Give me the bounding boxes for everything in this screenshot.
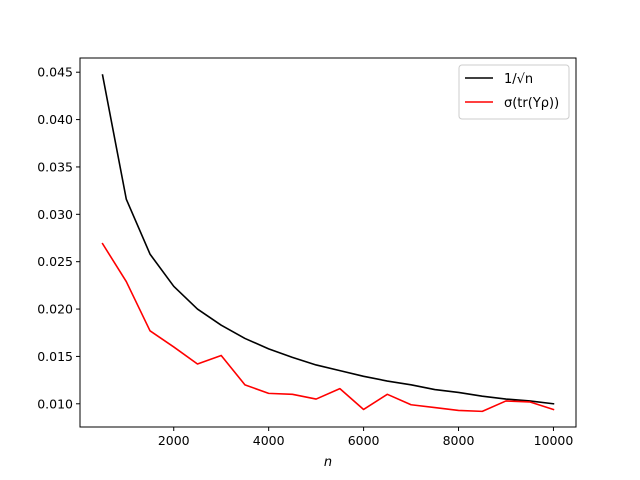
x-tick-label: 2000 [158,433,190,448]
legend: 1/√n σ(tr(Yρ)) [458,64,570,120]
plot-area [79,57,577,428]
series-line-measured [101,242,555,413]
y-tick-label: 0.045 [37,65,73,80]
y-tick-label: 0.040 [37,112,73,127]
y-tick-label: 0.020 [37,302,73,317]
x-tick-label: 4000 [253,433,285,448]
x-axis-label: n [324,455,332,470]
legend-label-measured: σ(tr(Yρ)) [504,96,559,111]
x-tick-label: 10000 [534,433,574,448]
x-tick-label: 6000 [348,433,380,448]
series-layer [101,74,555,413]
x-axis: 2000 4000 6000 8000 10000 [158,427,574,448]
axes-frame [79,57,577,428]
y-axis: 0.010 0.015 0.020 0.025 0.030 0.035 0.040 0.045 [37,65,80,411]
x-tick-label: 8000 [443,433,475,448]
y-tick-label: 0.030 [37,207,73,222]
y-tick-label: 0.025 [37,254,73,269]
legend-label-reference: 1/√n [504,72,533,87]
series-line-reference [101,74,555,405]
y-tick-label: 0.015 [37,349,73,364]
y-tick-label: 0.010 [37,396,73,411]
y-tick-label: 0.035 [37,159,73,174]
